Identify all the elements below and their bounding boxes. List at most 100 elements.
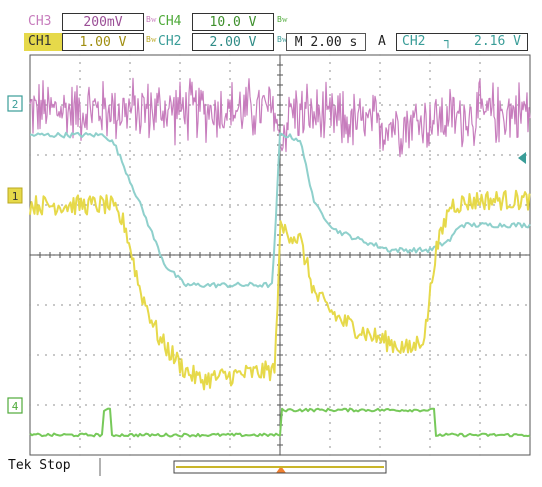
grid-dot — [341, 204, 343, 206]
grid-dot — [101, 154, 103, 156]
grid-dot — [179, 350, 181, 352]
grid-dot — [429, 334, 431, 336]
grid-dot — [501, 354, 503, 356]
grid-dot — [129, 62, 131, 64]
grid-dot — [479, 310, 481, 312]
timebase-readout[interactable]: M 2.00 s — [286, 33, 366, 51]
grid-dot — [477, 354, 479, 356]
grid-dot — [429, 374, 431, 376]
ch1-scale[interactable]: 1.00 V — [62, 33, 144, 51]
grid-dot — [479, 230, 481, 232]
grid-dot — [229, 430, 231, 432]
grid-dot — [479, 294, 481, 296]
grid-dot — [229, 70, 231, 72]
grid-dot — [133, 354, 135, 356]
grid-dot — [221, 354, 223, 356]
grid-dot — [129, 374, 131, 376]
grid-dot — [45, 204, 47, 206]
grid-dot — [329, 150, 331, 152]
grid-dot — [479, 262, 481, 264]
grid-dot — [29, 154, 31, 156]
grid-dot — [381, 154, 383, 156]
grid-dot — [421, 354, 423, 356]
grid-dot — [437, 154, 439, 156]
grid-dot — [429, 214, 431, 216]
grid-dot — [379, 62, 381, 64]
grid-dot — [293, 204, 295, 206]
ch1-marker-label: 1 — [12, 190, 19, 203]
grid-dot — [479, 150, 481, 152]
grid-dot — [479, 246, 481, 248]
grid-dot — [179, 214, 181, 216]
grid-dot — [129, 94, 131, 96]
grid-dot — [509, 304, 511, 306]
grid-dot — [253, 304, 255, 306]
grid-dot — [129, 366, 131, 368]
grid-dot — [381, 304, 383, 306]
ch4-marker[interactable]: 4 — [7, 397, 23, 414]
grid-dot — [325, 304, 327, 306]
grid-dot — [237, 304, 239, 306]
grid-dot — [477, 404, 479, 406]
grid-dot — [149, 154, 151, 156]
ch4-scale[interactable]: 10.0 V — [192, 13, 274, 31]
grid-dot — [479, 358, 481, 360]
grid-dot — [301, 304, 303, 306]
grid-dot — [293, 354, 295, 356]
grid-dot — [179, 422, 181, 424]
grid-dot — [93, 204, 95, 206]
grid-dot — [329, 94, 331, 96]
grid-dot — [485, 154, 487, 156]
trigger-readout-box[interactable] — [396, 33, 528, 51]
grid-dot — [179, 166, 181, 168]
grid-dot — [189, 204, 191, 206]
grid-dot — [333, 104, 335, 106]
grid-dot — [479, 270, 481, 272]
grid-dot — [373, 354, 375, 356]
grid-dot — [453, 154, 455, 156]
grid-dot — [237, 104, 239, 106]
grid-dot — [379, 166, 381, 168]
grid-dot — [179, 446, 181, 448]
grid-dot — [453, 354, 455, 356]
grid-dot — [309, 104, 311, 106]
grid-dot — [229, 158, 231, 160]
grid-dot — [429, 398, 431, 400]
grid-dot — [129, 54, 131, 56]
trace-ch4 — [29, 407, 531, 438]
grid-dot — [389, 154, 391, 156]
ch2-scale[interactable]: 2.00 V — [192, 33, 274, 51]
grid-dot — [379, 446, 381, 448]
grid-dot — [379, 358, 381, 360]
grid-dot — [237, 404, 239, 406]
grid-dot — [373, 154, 375, 156]
grid-dot — [379, 454, 381, 456]
grid-dot — [205, 404, 207, 406]
grid-dot — [79, 382, 81, 384]
grid-dot — [125, 304, 127, 306]
grid-dot — [79, 70, 81, 72]
ch1-marker[interactable]: 1 — [7, 187, 23, 204]
grid-dot — [173, 154, 175, 156]
grid-dot — [429, 270, 431, 272]
grid-dot — [129, 126, 131, 128]
grid-dot — [109, 154, 111, 156]
grid-dot — [397, 354, 399, 356]
grid-dot — [79, 406, 81, 408]
grid-dot — [329, 350, 331, 352]
ch3-bandwidth-icon: Bᴡ — [146, 15, 157, 24]
grid-dot — [485, 354, 487, 356]
trigger-position-marker[interactable] — [276, 466, 286, 473]
ch3-scale[interactable]: 200mV — [62, 13, 144, 31]
grid-dot — [129, 118, 131, 120]
grid-dot — [245, 304, 247, 306]
ch2-marker[interactable]: 2 — [7, 95, 23, 112]
grid-dot — [179, 302, 181, 304]
grid-dot — [165, 154, 167, 156]
grid-dot — [329, 230, 331, 232]
grid-dot — [229, 62, 231, 64]
grid-dot — [53, 404, 55, 406]
grid-dot — [229, 342, 231, 344]
trigger-level-marker[interactable] — [518, 152, 526, 164]
grid-dot — [77, 154, 79, 156]
